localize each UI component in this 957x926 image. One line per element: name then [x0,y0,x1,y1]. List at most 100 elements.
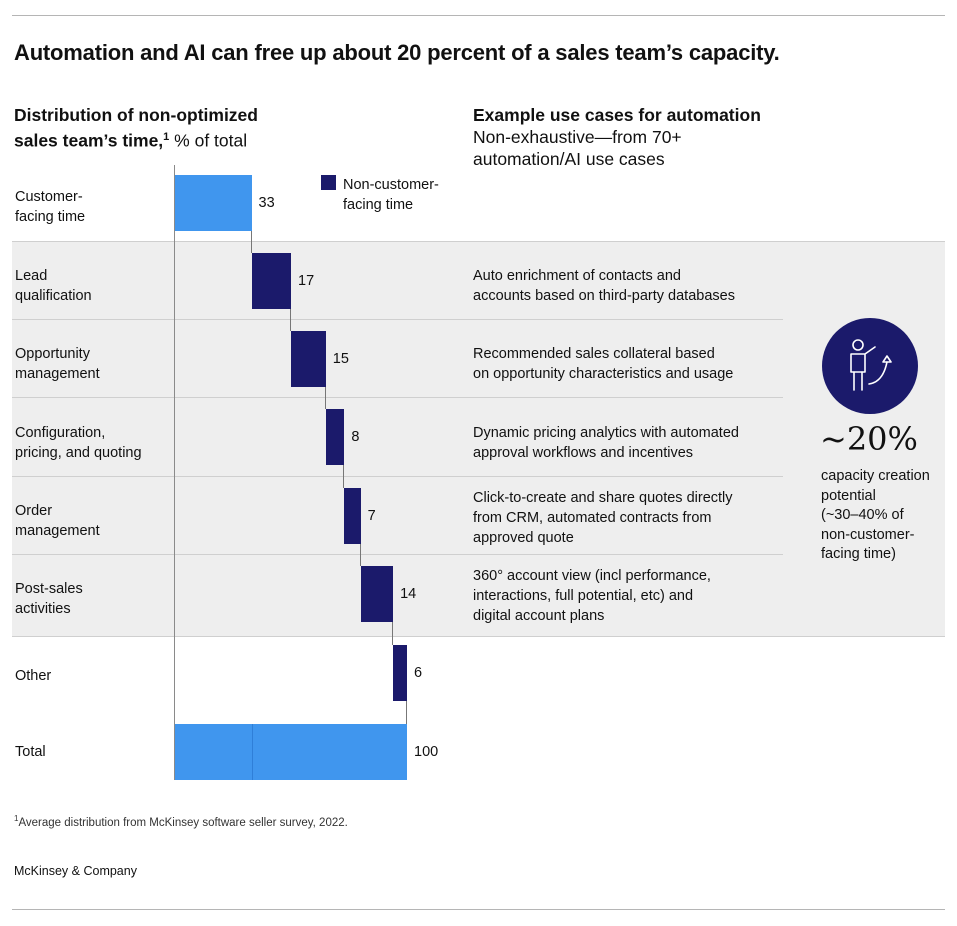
use-case-post-sales: 360° account view (incl performance, int… [473,566,783,626]
person-pointing-up-icon [822,318,918,414]
use-case-line: accounts based on third-party databases [473,288,735,304]
bar-total [175,724,407,780]
use-case-header-sub2: automation/AI use cases [473,149,665,169]
total-bar-split [251,724,253,780]
brand-label: McKinsey & Company [14,864,137,878]
use-case-configuration: Dynamic pricing analytics with automated… [473,423,783,463]
capacity-description-line: potential [821,487,876,504]
waterfall-connector [324,387,326,409]
row-label-line: Other [15,668,52,684]
bar-customer-facing-time [175,175,252,231]
bar-configuration-pricing-and-quoting [325,409,345,465]
bar-opportunity-management [291,331,326,387]
use-case-header-sub1: Non-exhaustive—from 70+ [473,127,682,147]
row-label-other: Other [15,666,175,686]
row-separator [12,397,783,398]
noncustomer-band [12,241,945,636]
use-case-line: Dynamic pricing analytics with automated [473,425,739,441]
use-case-header-title: Example use cases for automation [473,105,761,125]
use-case-lead-qualification: Auto enrichment of contacts and accounts… [473,266,783,306]
waterfall-connector [290,309,291,331]
row-label-line: Opportunity [15,346,90,362]
row-label-line: Total [15,744,46,760]
row-label-line: qualification [15,288,92,304]
use-case-line: Auto enrichment of contacts and [473,268,681,284]
footnote-marker: 1 [14,814,19,823]
row-label-order-management: Order management [15,501,175,541]
row-label-opportunity-management: Opportunity management [15,344,175,384]
chart-header-line2-bold: sales team’s time, [14,130,164,151]
row-separator [12,476,783,477]
use-case-line: approval workflows and incentives [473,445,694,461]
top-rule [12,15,945,16]
value-label: 8 [351,429,360,445]
use-case-line: Recommended sales collateral based [473,346,715,362]
bar-order-management [344,488,361,544]
value-label: 17 [298,273,315,289]
value-label: 15 [332,351,349,367]
use-case-line: Click-to-create and share quotes directl… [473,490,733,506]
waterfall-connector [343,465,345,488]
use-case-line: 360° account view (incl performance, [473,568,711,584]
footnote-text: Average distribution from McKinsey softw… [18,816,348,829]
row-label-line: facing time [15,209,86,225]
waterfall-connector [392,622,394,645]
row-label-line: management [15,366,100,382]
waterfall-connector [250,231,252,253]
row-label-line: activities [15,601,71,617]
bar-post-sales-activities [360,566,394,622]
capacity-description-line: facing time) [821,546,896,562]
chart-header: Distribution of non-optimized sales team… [14,104,258,153]
chart-header-line1: Distribution of non-optimized [14,105,258,125]
chart-header-unit: % of total [169,130,248,151]
page-title: Automation and AI can free up about 20 p… [14,40,780,65]
use-case-header: Example use cases for automation Non-exh… [473,104,793,170]
row-separator [12,241,945,242]
waterfall-connector [359,544,361,566]
row-label-line: Configuration, [15,425,106,441]
row-label-total: Total [15,742,175,762]
value-label: 100 [414,744,439,760]
row-label-lead-qualification: Lead qualification [15,266,175,306]
use-case-order-management: Click-to-create and share quotes directl… [473,488,783,548]
row-label-line: Customer- [15,189,83,205]
bar-other [393,645,407,701]
use-case-line: on opportunity characteristics and usage [473,366,734,382]
use-case-line: approved quote [473,530,574,546]
row-separator [12,319,783,320]
row-label-line: Post-sales [15,581,83,597]
capacity-percentage: ~20% [820,420,918,458]
use-case-line: from CRM, automated contracts from [473,510,712,526]
chart-axis [174,165,175,780]
use-case-line: digital account plans [473,608,605,624]
legend-swatch-noncustomer [321,175,336,190]
legend-line: Non-customer- [343,177,439,193]
row-label-customer-facing: Customer- facing time [15,187,175,227]
capacity-description-line: capacity creation [821,468,930,484]
capacity-description-line: non-customer- [821,526,915,543]
legend-line: facing time [343,197,414,213]
row-label-post-sales: Post-sales activities [15,579,175,619]
row-label-line: Order [15,503,53,519]
row-label-line: Lead [15,268,48,284]
value-label: 33 [258,195,275,211]
value-label: 14 [400,586,417,602]
footnote: 1Average distribution from McKinsey soft… [14,814,348,829]
capacity-description-line: (~30–40% of [821,507,904,523]
person-pointing-up-icon-svg [850,339,892,391]
value-label: 6 [414,665,423,681]
capacity-description: capacity creation potential (~30–40% of … [821,467,951,565]
row-label-configuration: Configuration, pricing, and quoting [15,423,175,463]
waterfall-connector [406,701,407,724]
row-separator [12,636,945,637]
header-footnote-marker: 1 [163,131,170,143]
use-case-opportunity-management: Recommended sales collateral based on op… [473,344,783,384]
row-label-line: pricing, and quoting [15,445,142,461]
row-separator [12,554,783,555]
bar-lead-qualification [251,253,291,309]
use-case-line: interactions, full potential, etc) and [473,588,694,604]
row-label-line: management [15,523,100,539]
bottom-rule [12,909,945,910]
legend-label: Non-customer- facing time [343,175,473,215]
value-label: 7 [367,508,376,524]
